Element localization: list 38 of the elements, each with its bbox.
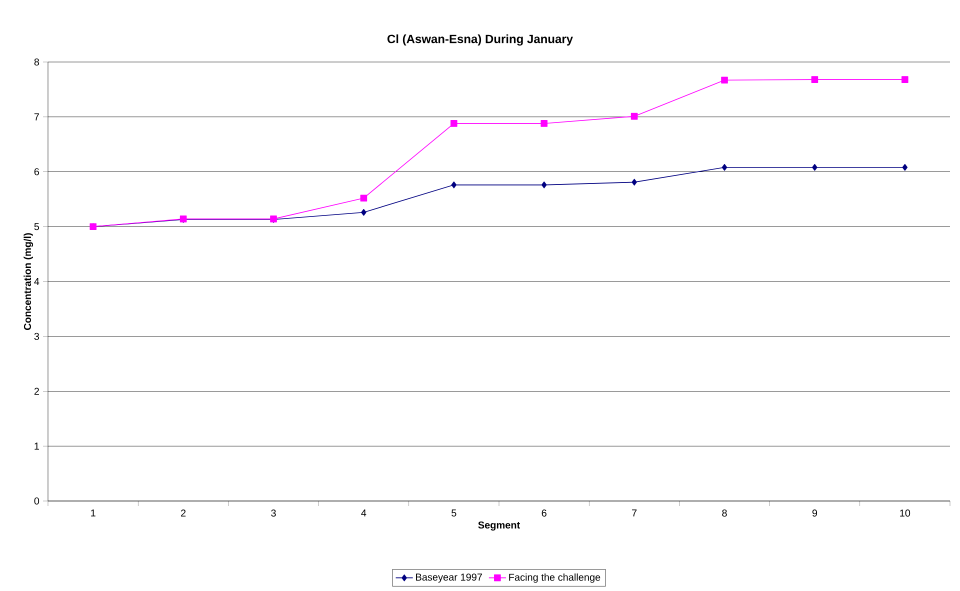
y-tick-label: 6 xyxy=(34,168,40,176)
point xyxy=(722,164,728,171)
point xyxy=(450,120,458,127)
y-tick-label: 4 xyxy=(34,278,40,285)
y-tick-label: 8 xyxy=(34,58,40,66)
legend-label: Baseyear 1997 xyxy=(416,574,482,583)
point xyxy=(902,76,908,83)
x-tick-label: 9 xyxy=(812,510,818,517)
y-tick-label: 1 xyxy=(34,442,39,450)
point xyxy=(811,76,818,83)
x-tick-label: 3 xyxy=(271,510,276,517)
x-tick-label: 1 xyxy=(91,510,96,516)
chart-title: Cl (Aswan-Esna) During January xyxy=(387,34,573,46)
point xyxy=(451,182,457,188)
point xyxy=(812,164,818,171)
y-tick-label: 3 xyxy=(34,332,40,340)
y-axis-title: Concentration (mg/l) xyxy=(24,233,34,330)
point xyxy=(360,194,368,202)
x-tick-label: 10 xyxy=(900,510,910,517)
y-tick-label: 5 xyxy=(34,223,40,230)
point xyxy=(632,178,637,186)
point xyxy=(541,182,547,188)
point xyxy=(361,208,366,216)
legend-label: Facing the challenge xyxy=(509,573,600,583)
x-tick-label: 2 xyxy=(181,510,186,517)
x-tick-label: 7 xyxy=(632,510,637,516)
point xyxy=(630,112,638,120)
y-tick-label: 7 xyxy=(34,113,39,120)
y-tick-label: 2 xyxy=(34,388,39,395)
point xyxy=(721,76,728,84)
x-tick-label: 5 xyxy=(452,510,456,517)
x-tick-label: 6 xyxy=(542,510,546,517)
point xyxy=(540,120,548,127)
x-tick-label: 4 xyxy=(361,510,366,516)
x-axis-title: Segment xyxy=(478,521,520,531)
point xyxy=(902,164,908,171)
y-tick-label: 0 xyxy=(34,497,40,505)
x-tick-label: 8 xyxy=(722,510,727,517)
